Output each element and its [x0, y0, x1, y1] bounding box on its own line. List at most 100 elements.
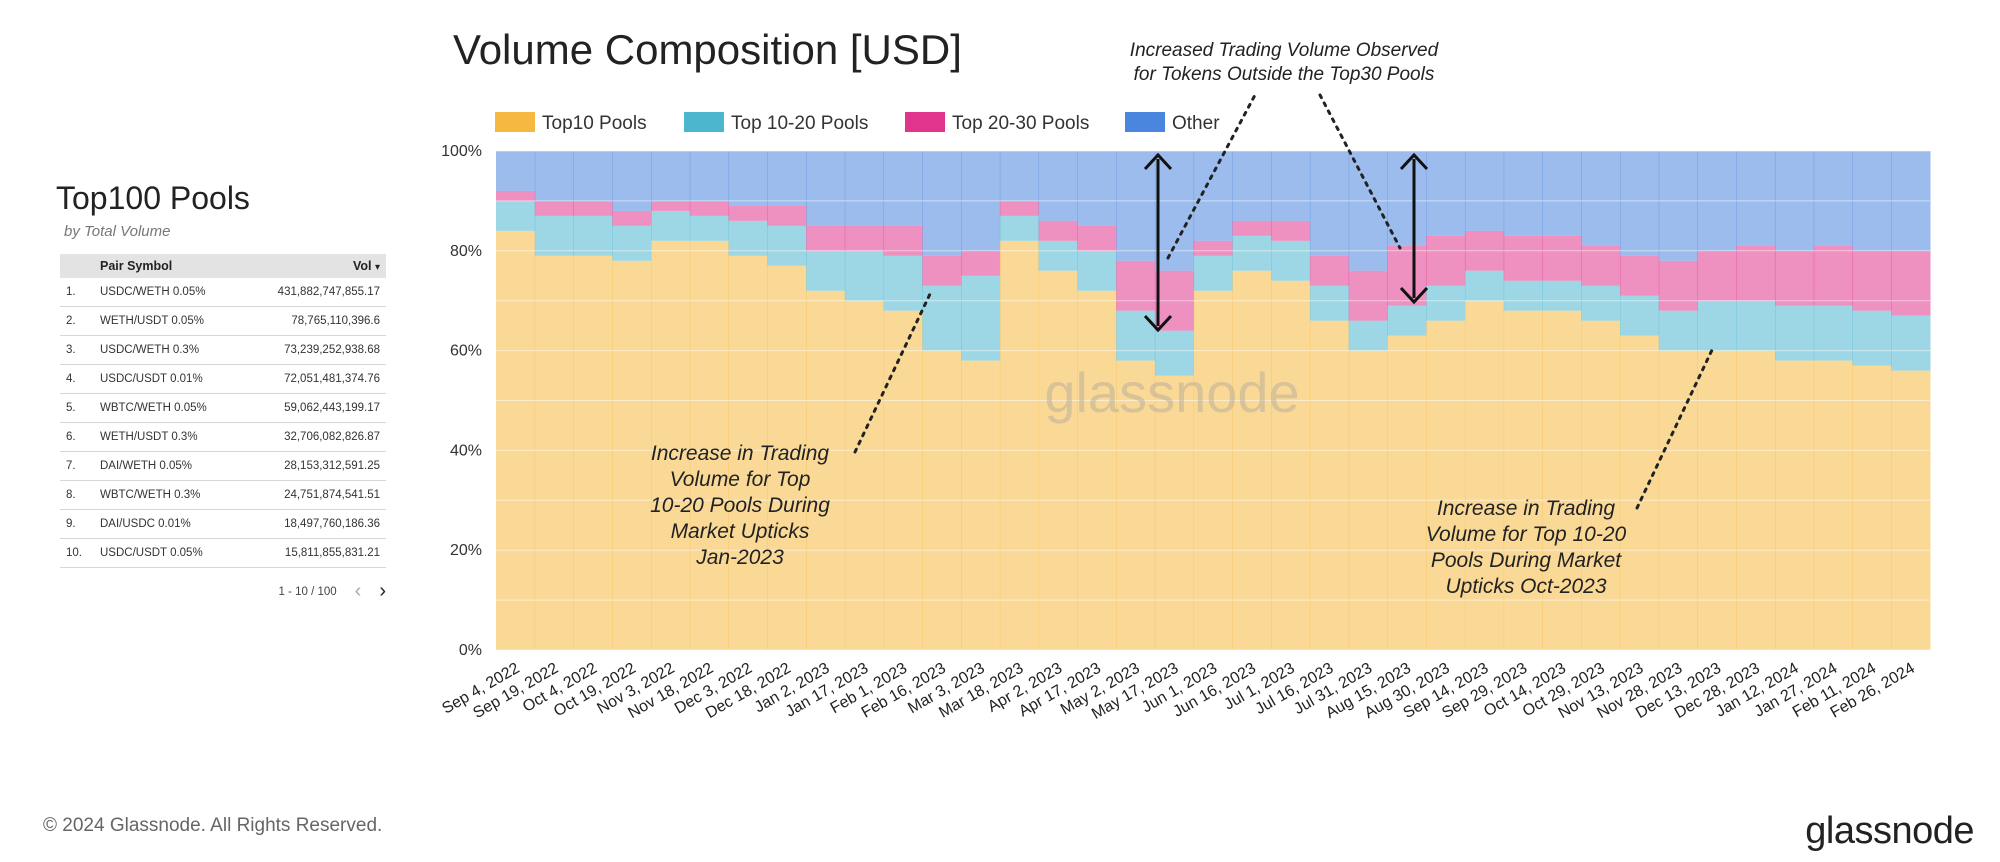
table-row[interactable]: 6. WETH/USDT 0.3% 32,706,082,826.87 — [60, 422, 386, 452]
table-row[interactable]: 3. USDC/WETH 0.3% 73,239,252,938.68 — [60, 335, 386, 365]
bar-segment — [1503, 151, 1543, 236]
bar-segment — [1503, 280, 1543, 311]
bar-segment — [651, 200, 691, 211]
legend-label: Top 10-20 Pools — [731, 113, 868, 134]
bar-segment — [1736, 151, 1776, 246]
bar-segment — [573, 151, 613, 201]
bar-segment — [1581, 151, 1621, 246]
bar-segment — [1193, 151, 1233, 241]
bar-segment — [534, 215, 575, 256]
pair-symbol-cell: WETH/USDT 0.3% — [94, 422, 243, 452]
vol-cell: 431,882,747,855.17 — [242, 278, 386, 307]
bar-segment — [1077, 250, 1117, 291]
rank: 7. — [60, 451, 94, 481]
bar-segment — [1348, 320, 1388, 351]
bar-segment — [1813, 305, 1853, 361]
table-row[interactable]: 9. DAI/USDC 0.01% 18,497,760,186.36 — [60, 509, 386, 539]
bar-segment — [1426, 235, 1466, 286]
bar-segment — [1309, 320, 1350, 650]
bar-segment — [1813, 245, 1853, 306]
rank: 8. — [60, 480, 94, 510]
annotation-text: Increase in Trading — [1437, 497, 1616, 520]
bar-segment — [883, 255, 923, 311]
bar-segment — [651, 210, 691, 241]
annotation-leader — [853, 292, 932, 454]
pair-symbol-header[interactable]: Pair Symbol — [94, 254, 243, 278]
bar-segment — [573, 255, 613, 651]
bar-segment — [651, 151, 691, 201]
bar-segment — [1464, 300, 1505, 650]
annotations: Increase in Trading Volume for Top 10-20 P… — [650, 40, 1714, 598]
annotation-text: Increased Trading Volume Observed — [1130, 40, 1440, 61]
bar-segment — [999, 151, 1040, 201]
table-row[interactable]: 2. WETH/USDT 0.05% 78,765,110,396.6 — [60, 306, 386, 336]
table-row[interactable]: 4. USDC/USDT 0.01% 72,051,481,374.76 — [60, 364, 386, 394]
table-row[interactable]: 7. DAI/WETH 0.05% 28,153,312,591.25 — [60, 451, 386, 481]
vol-cell: 28,153,312,591.25 — [242, 451, 386, 481]
bar-segment — [1116, 310, 1156, 361]
bar-segment — [689, 151, 730, 201]
bar-segment — [999, 200, 1040, 216]
bar-segment — [767, 205, 807, 226]
chart-legend: Top10 Pools Top 10-20 Pools Top 20-30 Pool… — [495, 112, 1220, 134]
bar-segment — [1348, 270, 1388, 321]
table-row[interactable]: 1. USDC/WETH 0.05% 431,882,747,855.17 — [60, 278, 386, 307]
bar-segment — [496, 190, 536, 201]
bar-segment — [1077, 225, 1117, 251]
bar-segment — [496, 151, 536, 191]
bar-segment — [1542, 235, 1582, 281]
glassnode-logo[interactable]: glassnode — [1805, 810, 1974, 852]
bar-segment — [651, 240, 691, 650]
pagination: 1 - 10 / 100 ‹ › — [60, 580, 386, 603]
bar-segment — [961, 250, 1001, 276]
bar-segment — [1891, 250, 1931, 316]
bar-segment — [1309, 151, 1350, 256]
bar-segment — [767, 225, 807, 266]
bar-segment — [1116, 151, 1156, 261]
legend-swatch — [1125, 112, 1165, 132]
arrow-head — [1399, 286, 1429, 305]
bar-segment — [612, 225, 652, 261]
rank: 10. — [60, 538, 94, 568]
bar-segment — [612, 151, 652, 211]
bar-segment — [1271, 151, 1311, 221]
rank: 9. — [60, 509, 94, 539]
chevron-right-icon[interactable]: › — [379, 580, 386, 602]
grid-lines — [496, 150, 1930, 651]
bar-segment — [883, 151, 923, 226]
bar-segment — [496, 200, 536, 231]
bar-segment — [1038, 220, 1078, 241]
panel-title: Top100 Pools — [56, 180, 250, 216]
bar-segment — [728, 151, 768, 206]
top-pools-panel: Top100 Pools by Total Volume Pair Symbol… — [56, 180, 386, 603]
table-row[interactable]: 8. WBTC/WETH 0.3% 24,751,874,541.51 — [60, 480, 386, 510]
bar-segment — [1426, 151, 1466, 236]
bar-segment — [1774, 360, 1815, 650]
bar-segment — [1697, 300, 1737, 351]
bar-segment — [1542, 151, 1582, 236]
bar-segment — [1232, 151, 1272, 221]
table-row[interactable]: 5. WBTC/WETH 0.05% 59,062,443,199.17 — [60, 393, 386, 423]
pair-symbol-cell: USDC/WETH 0.05% — [94, 278, 243, 307]
chevron-left-icon[interactable]: ‹ — [354, 580, 362, 602]
pools-table: Pair Symbol Vol ▾ 1. USDC/WETH 0.05% 431,8… — [60, 254, 386, 568]
y-axis: 0% 20% 40% 60% 80% 100% — [441, 143, 482, 659]
annotation-text: Market Upticks — [671, 520, 810, 543]
bar-segment — [806, 250, 846, 291]
bar-segment — [1464, 151, 1505, 231]
bar-segment — [1038, 151, 1078, 221]
bar-segment — [1193, 255, 1233, 291]
bar-segment — [844, 300, 885, 650]
rank: 4. — [60, 364, 94, 394]
bar-segment — [1852, 250, 1892, 311]
table-row[interactable]: 10. USDC/USDT 0.05% 15,811,855,831.21 — [60, 538, 386, 568]
bar-segment — [1581, 320, 1621, 650]
bar-segment — [1387, 305, 1427, 336]
rank: 2. — [60, 306, 94, 336]
vol-header[interactable]: Vol ▾ — [242, 254, 386, 278]
legend-swatch — [905, 112, 945, 132]
bar-segment — [612, 210, 652, 226]
chart-title: Volume Composition [USD] — [453, 26, 962, 73]
legend-label: Top10 Pools — [542, 113, 647, 134]
bar-segment — [1813, 360, 1853, 650]
